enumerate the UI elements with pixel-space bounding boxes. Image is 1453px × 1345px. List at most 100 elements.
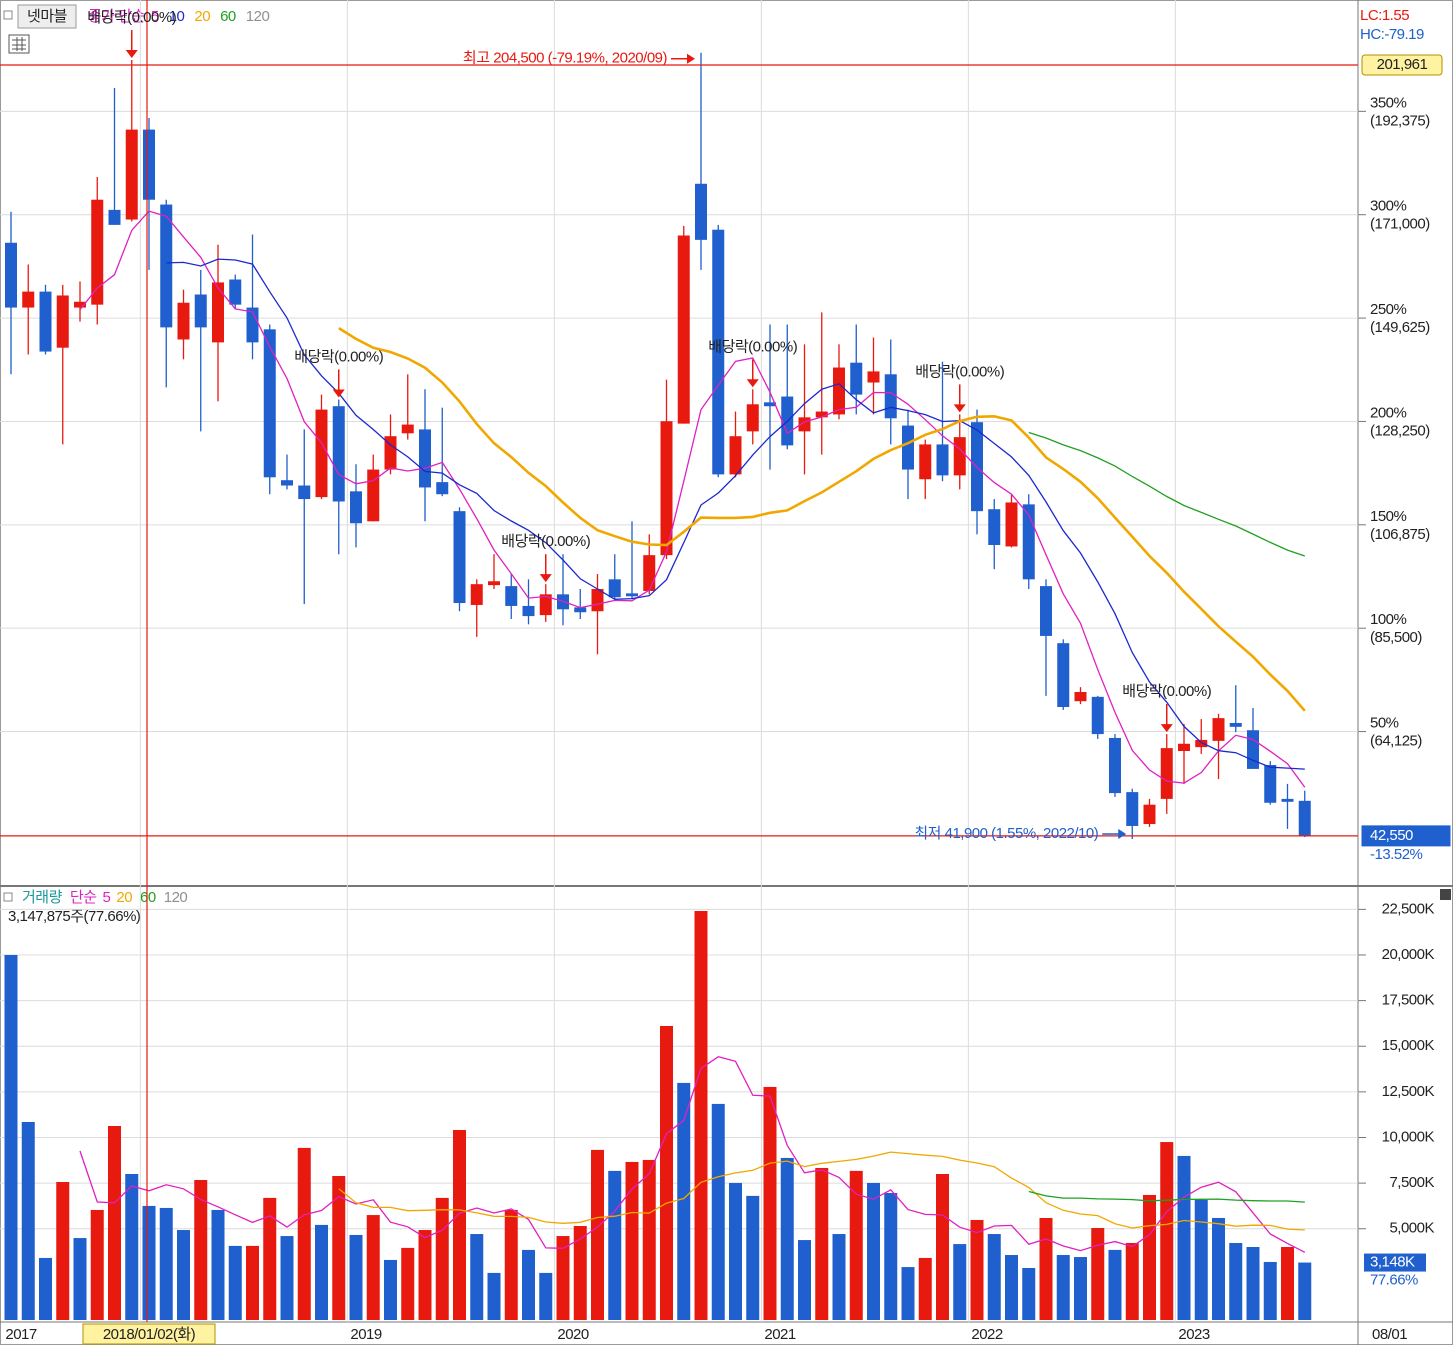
panel-icon[interactable] bbox=[3, 10, 13, 20]
candle-body bbox=[384, 436, 397, 470]
candle-body bbox=[194, 294, 207, 328]
candle-body bbox=[539, 594, 552, 616]
volume-bar bbox=[1091, 1228, 1105, 1320]
volume-bar bbox=[435, 1197, 449, 1320]
volume-bar bbox=[1039, 1217, 1053, 1320]
y-tick-percent: 100% bbox=[1370, 611, 1407, 628]
candle-body bbox=[712, 229, 725, 475]
close-button[interactable] bbox=[1440, 889, 1451, 900]
candle-body bbox=[246, 307, 259, 343]
volume-bar bbox=[1160, 1142, 1174, 1320]
volume-bar bbox=[401, 1247, 415, 1320]
volume-bar bbox=[625, 1161, 639, 1320]
candle-body bbox=[453, 511, 466, 604]
legend-label: 종가 단순 bbox=[88, 8, 146, 25]
volume-bar bbox=[211, 1209, 225, 1320]
candle-body bbox=[677, 235, 690, 424]
moving-average bbox=[338, 326, 1306, 712]
candle-body bbox=[281, 480, 293, 486]
volume-bar bbox=[522, 1249, 535, 1320]
volume-bar bbox=[711, 1103, 725, 1320]
legend-period: 5 bbox=[103, 889, 111, 906]
volume-bar bbox=[487, 1272, 501, 1320]
candle-body bbox=[505, 586, 518, 606]
volume-bar bbox=[815, 1167, 829, 1320]
candle-body bbox=[1195, 739, 1208, 748]
candle-body bbox=[212, 282, 224, 343]
volume-bar bbox=[4, 954, 18, 1320]
candle-body bbox=[643, 555, 656, 591]
stock-box[interactable] bbox=[17, 4, 77, 29]
candle-body bbox=[160, 204, 173, 328]
y-tick-label: (149,625) bbox=[1370, 319, 1430, 336]
volume-bar bbox=[746, 1195, 760, 1320]
y-tick-label: (106,875) bbox=[1370, 526, 1430, 543]
y-tick-percent: 250% bbox=[1370, 301, 1407, 318]
candle-body bbox=[436, 482, 449, 495]
table-icon[interactable] bbox=[8, 34, 30, 54]
volume-bar bbox=[349, 1234, 363, 1320]
y-tick-label: 15,000K bbox=[1382, 1037, 1435, 1054]
volume-bar bbox=[1298, 1262, 1312, 1320]
extreme-note: 최고 204,500 (-79.19%, 2020/09) bbox=[463, 50, 668, 67]
volume-bar bbox=[936, 1173, 949, 1320]
panel-icon[interactable] bbox=[3, 892, 13, 902]
volume-bar bbox=[1005, 1255, 1018, 1320]
candle-body bbox=[1091, 696, 1104, 735]
volume-bar bbox=[763, 1086, 777, 1320]
candle-body bbox=[1160, 748, 1173, 799]
dividend-label: 배당락(0.00%) bbox=[915, 363, 1004, 380]
y-tick-label: 12,500K bbox=[1382, 1083, 1435, 1100]
candle-body bbox=[1212, 718, 1225, 741]
legend-label: 단순 bbox=[70, 889, 97, 906]
volume-bar bbox=[1246, 1246, 1260, 1320]
candle-body bbox=[884, 374, 897, 419]
candle-body bbox=[626, 593, 638, 597]
volume-bar bbox=[21, 1121, 35, 1320]
x-tick-label: 2019 bbox=[350, 1326, 382, 1343]
volume-bar bbox=[642, 1159, 656, 1320]
dividend-arrowhead bbox=[539, 574, 552, 583]
candle-body bbox=[1247, 730, 1259, 769]
moving-average bbox=[79, 1055, 1306, 1253]
candle-body bbox=[574, 607, 587, 613]
reference-label: 201,961 bbox=[1377, 56, 1428, 73]
legend-period: 60 bbox=[140, 889, 156, 906]
candle-body bbox=[1178, 743, 1190, 752]
candle-body bbox=[953, 437, 966, 476]
dividend-label: 배당락(0.00%) bbox=[87, 9, 176, 26]
candle-body bbox=[919, 444, 932, 480]
candle-body bbox=[315, 409, 328, 498]
x-tick-label: 2023 bbox=[1178, 1326, 1210, 1343]
volume-bar bbox=[263, 1197, 277, 1320]
dividend-arrowhead bbox=[953, 404, 966, 413]
candle-body bbox=[591, 589, 604, 612]
x-tick-label: 2022 bbox=[971, 1326, 1003, 1343]
candle-body bbox=[22, 291, 35, 308]
y-tick-label: 20,000K bbox=[1382, 946, 1435, 963]
y-tick-percent: 350% bbox=[1370, 94, 1407, 111]
x-tick-label: 2021 bbox=[764, 1326, 796, 1343]
volume-bar bbox=[608, 1170, 622, 1320]
volume-bar bbox=[1177, 1155, 1191, 1320]
note-arrowhead bbox=[687, 53, 695, 64]
volume-bar bbox=[108, 1125, 121, 1320]
candle-body bbox=[39, 291, 52, 352]
volume-info: 3,147,875주(77.66%) bbox=[8, 908, 141, 925]
volume-bar bbox=[660, 1025, 673, 1320]
volume-bar bbox=[246, 1245, 259, 1320]
volume-bar bbox=[987, 1234, 1001, 1320]
candle-body bbox=[660, 421, 673, 556]
extreme-note: 최저 41,900 (1.55%, 2022/10) bbox=[914, 825, 1098, 842]
candle-body bbox=[764, 402, 776, 407]
y-tick-label: (64,125) bbox=[1370, 733, 1422, 750]
legend-period: 20 bbox=[194, 8, 210, 25]
marks bbox=[4, 52, 1312, 1320]
candle-body bbox=[56, 295, 69, 348]
dividend-label: 배당락(0.00%) bbox=[501, 533, 590, 550]
candle-body bbox=[419, 429, 431, 488]
volume-bar bbox=[1263, 1261, 1277, 1320]
volume-bar bbox=[418, 1230, 432, 1320]
